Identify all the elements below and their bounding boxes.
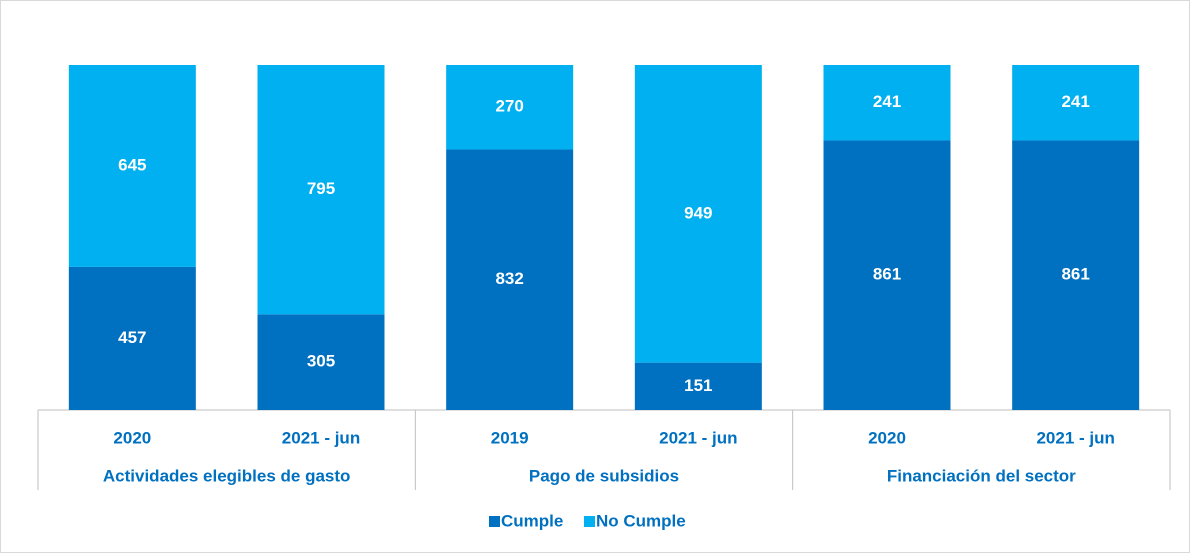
x-tick-label: 2020 bbox=[868, 428, 906, 447]
data-label: 151 bbox=[684, 376, 712, 395]
data-label: 832 bbox=[495, 269, 523, 288]
x-tick-label: 2019 bbox=[491, 428, 529, 447]
data-label: 457 bbox=[118, 328, 146, 347]
data-label: 861 bbox=[1061, 265, 1089, 284]
bar-segment bbox=[823, 65, 951, 141]
legend-swatch bbox=[584, 516, 595, 527]
data-label: 241 bbox=[1061, 92, 1089, 111]
data-label: 645 bbox=[118, 155, 146, 174]
data-label: 861 bbox=[873, 265, 901, 284]
data-label: 795 bbox=[307, 179, 335, 198]
bar-segment bbox=[68, 65, 196, 267]
bar-segment bbox=[823, 140, 951, 410]
bar-segment bbox=[634, 65, 762, 363]
data-label: 241 bbox=[873, 92, 901, 111]
bar-segment bbox=[257, 65, 385, 315]
bar-segment bbox=[1012, 140, 1140, 410]
bar-segment bbox=[1012, 65, 1140, 141]
group-label: Pago de subsidios bbox=[529, 466, 679, 485]
data-label: 270 bbox=[495, 97, 523, 116]
bar-segment bbox=[257, 314, 385, 410]
bar-segment bbox=[446, 149, 574, 410]
x-tick-label: 2020 bbox=[113, 428, 151, 447]
x-tick-label: 2021 - jun bbox=[1036, 428, 1114, 447]
group-label: Financiación del sector bbox=[887, 466, 1076, 485]
legend-swatch bbox=[489, 516, 500, 527]
x-tick-label: 2021 - jun bbox=[282, 428, 360, 447]
group-label: Actividades elegibles de gasto bbox=[103, 466, 351, 485]
legend-label: No Cumple bbox=[596, 511, 686, 530]
x-tick-label: 2021 - jun bbox=[659, 428, 737, 447]
legend-label: Cumple bbox=[501, 511, 563, 530]
data-label: 949 bbox=[684, 203, 712, 222]
data-label: 305 bbox=[307, 352, 335, 371]
bar-segment bbox=[634, 362, 762, 410]
bar-segment bbox=[68, 266, 196, 410]
bar-segment bbox=[446, 65, 574, 150]
